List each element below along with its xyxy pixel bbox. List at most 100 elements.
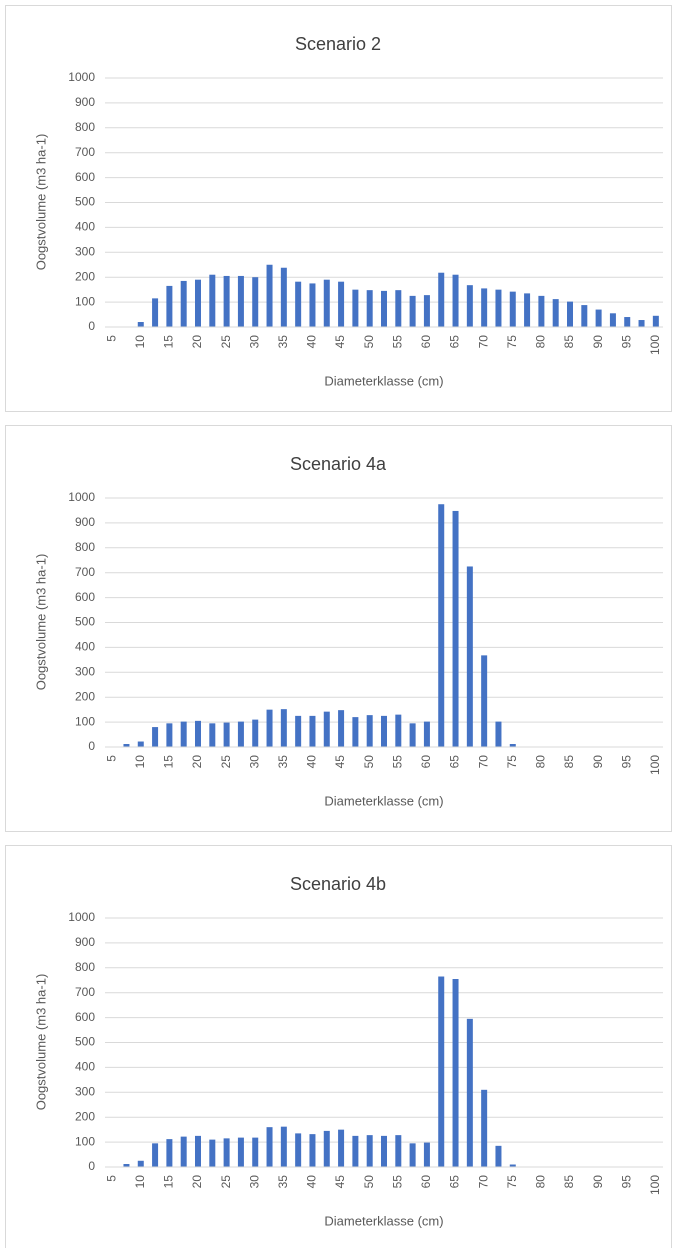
y-tick-label: 700 <box>75 565 95 579</box>
bar <box>309 1134 316 1167</box>
x-tick-label: 70 <box>476 755 490 769</box>
bar <box>466 285 473 327</box>
bar <box>438 976 445 1167</box>
bar <box>452 979 459 1167</box>
bar <box>209 1139 216 1167</box>
y-tick-label: 0 <box>88 319 95 333</box>
bar <box>352 289 359 327</box>
bar <box>452 274 459 327</box>
x-tick-label: 20 <box>190 335 204 349</box>
x-tick-label: 90 <box>591 755 605 769</box>
bar <box>595 309 602 327</box>
bar <box>152 1143 159 1167</box>
bar <box>338 1129 345 1167</box>
x-tick-label: 45 <box>333 335 347 349</box>
x-tick-label: 100 <box>648 1175 662 1195</box>
x-tick-label: 40 <box>305 1175 319 1189</box>
bar <box>423 721 430 747</box>
x-tick-label: 40 <box>305 335 319 349</box>
bar <box>638 320 645 327</box>
bar <box>280 1126 287 1167</box>
bar <box>252 1137 259 1167</box>
x-tick-label: 25 <box>219 1175 233 1189</box>
bar <box>624 317 631 327</box>
bar <box>266 1127 273 1167</box>
x-tick-label: 5 <box>104 335 118 342</box>
y-tick-label: 200 <box>75 1109 95 1123</box>
x-tick-label: 15 <box>162 755 176 769</box>
bar <box>509 1164 516 1167</box>
bar <box>309 283 316 327</box>
y-tick-label: 600 <box>75 170 95 184</box>
bar <box>409 723 416 747</box>
x-tick-label: 65 <box>448 1175 462 1189</box>
y-tick-label: 700 <box>75 145 95 159</box>
bar <box>395 290 402 327</box>
x-tick-label: 10 <box>133 1175 147 1189</box>
bar <box>323 711 330 747</box>
bar <box>409 1143 416 1167</box>
bar <box>438 504 445 747</box>
bar <box>452 510 459 747</box>
bar <box>295 281 302 327</box>
x-tick-label: 90 <box>591 1175 605 1189</box>
y-tick-label: 1000 <box>68 910 95 924</box>
chart-border <box>5 845 672 1248</box>
y-tick-label: 200 <box>75 269 95 283</box>
y-tick-label: 500 <box>75 195 95 209</box>
y-tick-label: 500 <box>75 615 95 629</box>
bar <box>366 715 373 747</box>
y-tick-label: 300 <box>75 664 95 678</box>
x-tick-label: 100 <box>648 335 662 355</box>
bar <box>223 275 230 327</box>
y-tick-label: 300 <box>75 244 95 258</box>
x-tick-label: 60 <box>419 1175 433 1189</box>
chart-title: Scenario 2 <box>295 34 381 54</box>
bar <box>195 720 201 747</box>
x-tick-label: 95 <box>619 335 633 349</box>
bar <box>137 322 144 327</box>
y-tick-label: 100 <box>75 294 95 308</box>
bar <box>237 275 244 327</box>
x-tick-label: 35 <box>276 755 290 769</box>
y-tick-label: 400 <box>75 640 95 654</box>
bar <box>423 1142 430 1167</box>
bar <box>423 295 430 327</box>
bar <box>395 714 402 747</box>
bar <box>509 744 516 747</box>
y-tick-label: 1000 <box>68 70 95 84</box>
bar <box>609 313 616 327</box>
y-tick-label: 800 <box>75 960 95 974</box>
x-tick-label: 15 <box>162 1175 176 1189</box>
y-tick-label: 600 <box>75 590 95 604</box>
chart-border <box>5 5 672 412</box>
x-tick-label: 25 <box>219 335 233 349</box>
bar <box>381 715 387 747</box>
y-tick-label: 900 <box>75 935 95 949</box>
x-tick-label: 95 <box>619 1175 633 1189</box>
x-tick-label: 100 <box>648 755 662 775</box>
bar <box>266 709 273 747</box>
x-tick-label: 90 <box>591 335 605 349</box>
bar <box>409 295 416 327</box>
x-tick-label: 5 <box>104 755 118 762</box>
y-tick-label: 400 <box>75 1060 95 1074</box>
y-axis-title: Oogstvolume (m3 ha-1) <box>33 554 48 691</box>
bar <box>209 274 216 327</box>
bar <box>466 566 473 747</box>
x-tick-label: 60 <box>419 755 433 769</box>
bar <box>438 272 445 327</box>
x-tick-label: 95 <box>619 755 633 769</box>
bar <box>352 717 359 747</box>
x-tick-label: 35 <box>276 1175 290 1189</box>
bar <box>166 1139 173 1167</box>
bar <box>366 290 373 327</box>
bar <box>495 721 502 747</box>
x-tick-label: 50 <box>362 755 376 769</box>
bar <box>381 1135 387 1167</box>
x-tick-label: 75 <box>505 1175 519 1189</box>
x-axis-title: Diameterklasse (cm) <box>324 793 443 808</box>
x-tick-label: 70 <box>476 1175 490 1189</box>
bar <box>152 298 159 327</box>
